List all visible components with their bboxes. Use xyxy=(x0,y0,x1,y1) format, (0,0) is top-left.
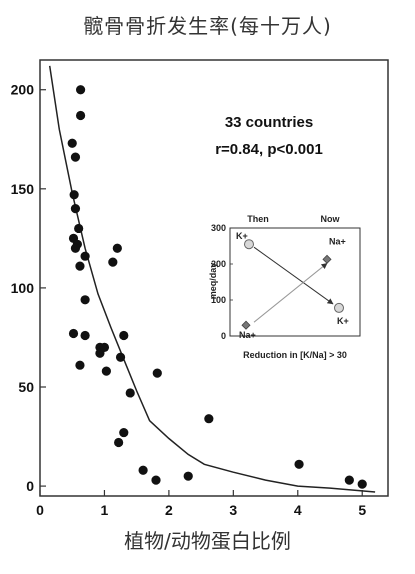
x-axis: 0 1 2 3 4 5 xyxy=(36,490,366,518)
annotation-line2: r=0.84, p<0.001 xyxy=(215,141,323,158)
data-point xyxy=(75,261,85,271)
data-points xyxy=(67,85,367,489)
inset-then-na-label: Na+ xyxy=(239,330,256,340)
inset-marks: K+ Na+ Na+ K+ xyxy=(236,231,349,340)
data-point xyxy=(125,388,135,398)
inset-x-label: Reduction in [K/Na] > 30 xyxy=(243,350,347,360)
data-point xyxy=(80,330,90,341)
inset-y-tick-label: 200 xyxy=(211,259,226,269)
inset-frame xyxy=(229,227,361,337)
inset-y-tick-label: 300 xyxy=(211,223,226,233)
data-point xyxy=(112,243,122,253)
data-point xyxy=(74,223,84,234)
data-point xyxy=(101,366,111,376)
inset-then-k-label: K+ xyxy=(236,231,248,241)
data-point xyxy=(70,204,81,214)
data-point xyxy=(75,360,85,370)
data-point xyxy=(151,475,161,485)
x-tick-label: 5 xyxy=(358,502,366,518)
data-point xyxy=(76,110,86,121)
inset-y-tick-label: 0 xyxy=(221,331,226,341)
inset-right-label: Now xyxy=(321,214,341,224)
data-point xyxy=(99,342,110,352)
data-point xyxy=(294,459,304,469)
data-point xyxy=(108,257,118,267)
data-point xyxy=(344,475,354,485)
data-point xyxy=(80,251,90,261)
data-point xyxy=(152,368,162,378)
data-point xyxy=(68,328,79,339)
inset-then-na-marker xyxy=(241,320,251,330)
y-axis: 0 50 100 150 200 xyxy=(11,82,46,494)
inset-y-axis: 0 100 200 300 xyxy=(211,223,233,341)
inset-arrow-na xyxy=(253,262,328,323)
data-point xyxy=(80,295,90,305)
data-point xyxy=(119,427,129,438)
x-tick-label: 0 xyxy=(36,502,44,518)
chart-title: 髋骨骨折发生率(每十万人) xyxy=(83,14,332,38)
inset-y-tick-label: 100 xyxy=(211,295,226,305)
inset-arrow-k xyxy=(253,246,334,305)
inset-then-k-marker xyxy=(244,239,254,250)
x-tick-label: 3 xyxy=(229,502,237,518)
y-tick-label: 50 xyxy=(18,379,34,395)
x-tick-label: 1 xyxy=(101,502,109,518)
inset-now-k-marker xyxy=(334,302,344,313)
y-tick-label: 0 xyxy=(26,478,34,494)
inset-now-na-marker xyxy=(322,254,332,264)
data-point xyxy=(69,190,79,200)
annotation-line1: 33 countries xyxy=(225,114,313,131)
data-point xyxy=(114,437,124,448)
inset-left-label: Then xyxy=(247,214,269,224)
data-point xyxy=(204,414,214,424)
data-point xyxy=(70,243,81,253)
y-tick-label: 150 xyxy=(11,181,35,197)
inset-now-k-label: K+ xyxy=(337,316,349,326)
data-point xyxy=(119,330,129,341)
y-tick-label: 200 xyxy=(11,82,35,98)
x-tick-label: 4 xyxy=(294,502,302,518)
plot-frame xyxy=(39,59,389,497)
x-axis-label: 植物/动物蛋白比例 xyxy=(124,529,291,553)
y-tick-label: 100 xyxy=(11,280,35,296)
data-point xyxy=(70,152,81,162)
inset-now-na-label: Na+ xyxy=(329,236,346,246)
x-tick-label: 2 xyxy=(165,502,173,518)
data-point xyxy=(67,138,77,148)
data-point xyxy=(76,85,86,95)
data-point xyxy=(138,465,148,475)
data-point xyxy=(115,352,126,362)
data-point xyxy=(183,471,193,481)
inset-y-label: meq/day xyxy=(208,263,218,300)
inset-chart: Then Now meq/day 0 100 200 300 K+ Na+ Na+ K+ R… xyxy=(208,214,361,360)
data-point xyxy=(357,479,367,489)
